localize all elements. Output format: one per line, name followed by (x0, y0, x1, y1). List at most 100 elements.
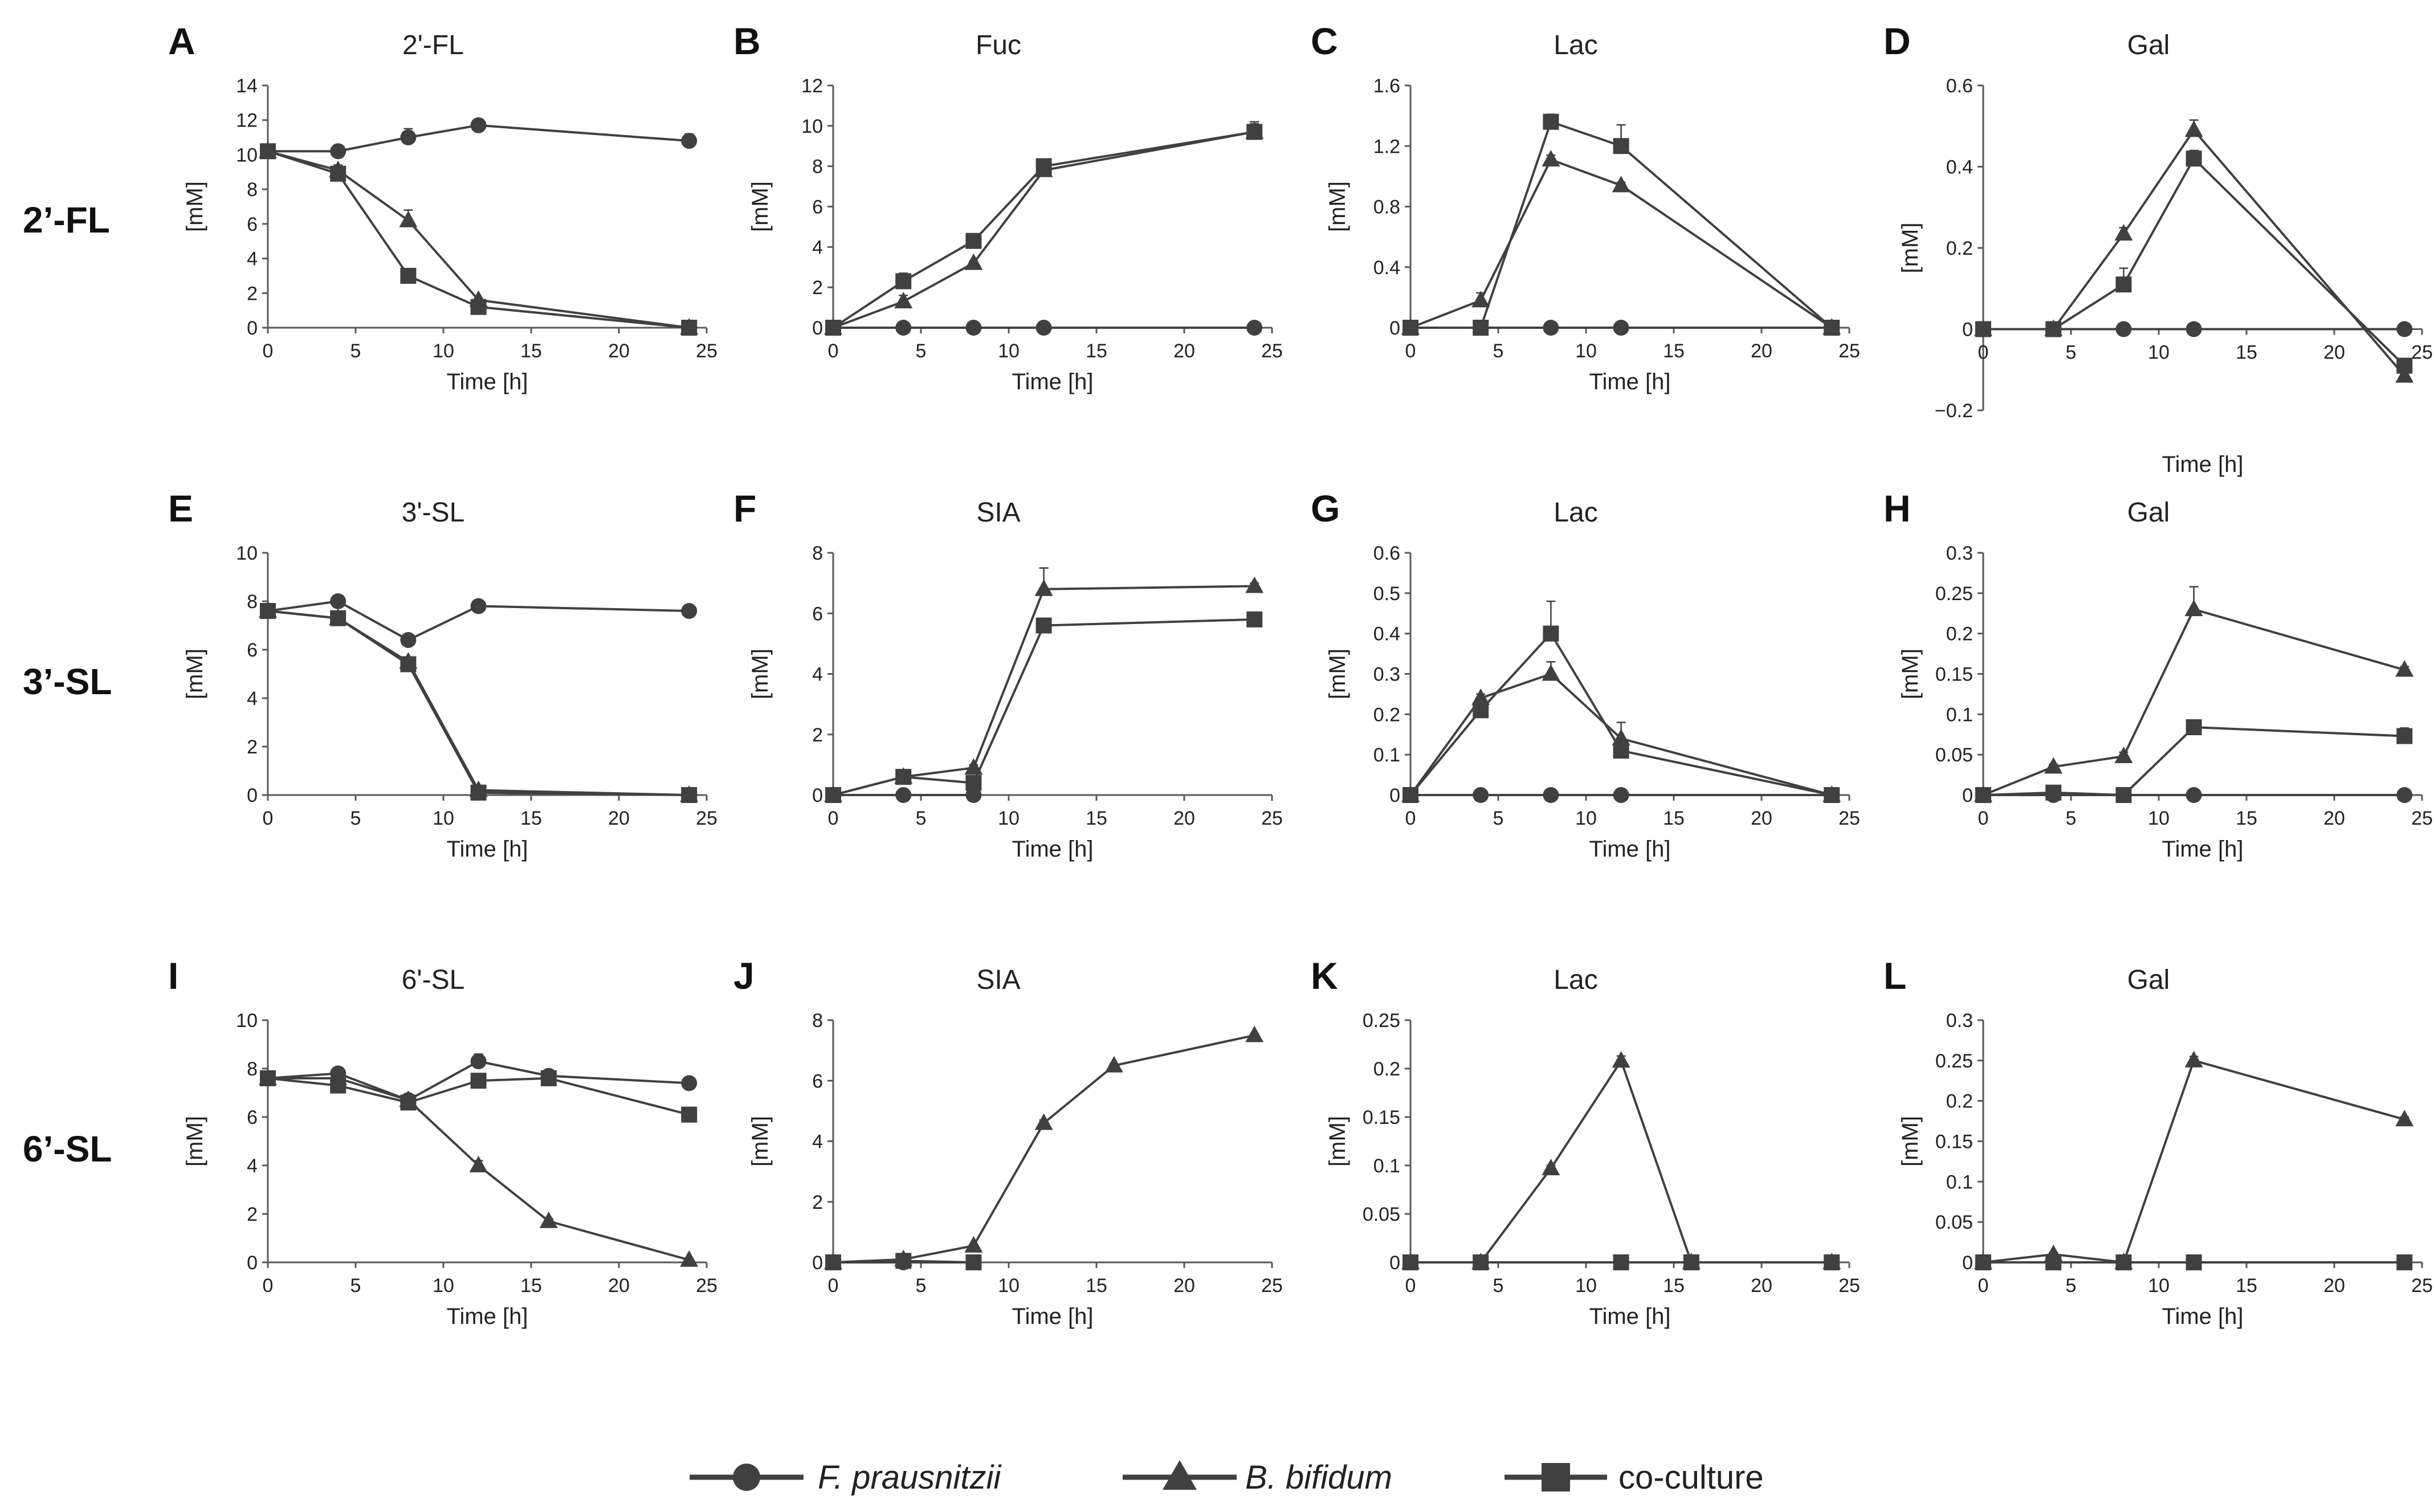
panel-c-x-axis-title: Time [h] (1589, 369, 1671, 394)
panel-e-x-tick-label: 5 (350, 808, 361, 829)
panel-c-y-tick-label: 1.2 (1373, 136, 1400, 157)
panel-j-series-line (833, 1034, 1255, 1264)
panel-a-y-tick-label: 14 (236, 75, 258, 97)
panel-g-x-axis-title: Time [h] (1589, 837, 1671, 862)
panel-l-point-square (2396, 1254, 2413, 1270)
panel-b-x-tick-label: 0 (828, 340, 839, 362)
panel-f-point-circle (965, 787, 982, 803)
panel-g-x-tick-label: 25 (1838, 808, 1860, 829)
panel-d-y-tick-label: 0.4 (1946, 157, 1973, 178)
panel-h-point-triangle (2395, 660, 2414, 677)
panel-d-y-axis-title: [mM] (1898, 223, 1923, 274)
panel-i-x-tick-label: 0 (263, 1275, 274, 1297)
panel-k-series-co-culture (1402, 1254, 1840, 1270)
legend-item-co-culture: co-culture (1505, 1459, 1764, 1496)
panel-h-x-tick-label: 5 (2066, 808, 2077, 829)
panel-d-point-circle (2186, 321, 2202, 337)
panel-h-y-tick-label: 0.15 (1935, 664, 1973, 686)
panel-e-y-tick-label: 8 (247, 591, 258, 613)
panel-e-point-circle (400, 632, 417, 648)
panel-h-x-tick-label: 15 (2236, 808, 2257, 829)
panel-k-x-tick-label: 25 (1838, 1275, 1860, 1297)
panel-d-point-triangle (2395, 366, 2414, 383)
panel-c-point-circle (1613, 320, 1629, 336)
panel-i-series-co-culture (260, 1070, 698, 1123)
panel-h-point-triangle (2114, 747, 2133, 763)
panel-i-x-tick-label: 5 (350, 1275, 361, 1297)
panel-e-point-square (400, 656, 417, 673)
panel-h-series-co-culture (1975, 719, 2413, 803)
panel-d: D Gal −0.2 0 0.2 0.4 0.6 0 5 10 15 20 25 Time [h] [mM] (1883, 20, 2433, 477)
panel-h-point-square (2186, 719, 2202, 735)
panel-g-x-tick-label: 0 (1405, 808, 1416, 829)
panel-g-point-square (1473, 702, 1489, 719)
panel-i-y-tick-label: 2 (247, 1204, 258, 1225)
panel-b-y-tick-label: 0 (812, 317, 823, 339)
panel-e-y-tick-label: 0 (247, 785, 258, 806)
panel-i-point-square (540, 1070, 557, 1086)
panel-f-y-tick-label: 0 (812, 785, 823, 806)
panel-i-point-square (681, 1106, 698, 1123)
panel-j-point-triangle (964, 1236, 983, 1253)
panel-i-point-triangle (469, 1156, 488, 1172)
panel-a-y-axis-title: [mM] (182, 181, 207, 232)
panel-a-y-tick-label: 2 (247, 283, 258, 304)
panel-b-point-circle (1246, 320, 1263, 336)
panel-c-y-axis-title: [mM] (1325, 181, 1350, 232)
panel-b-point-circle (1035, 320, 1052, 336)
panel-d-point-circle (2396, 321, 2413, 337)
panel-e-x-tick-label: 10 (433, 808, 454, 829)
panel-e-title: 3'-SL (402, 498, 465, 528)
panel-g-letter: G (1311, 487, 1340, 529)
panel-g-y-tick-label: 0.3 (1373, 664, 1400, 686)
panel-k-point-square (1402, 1254, 1418, 1270)
panel-a-x-tick-label: 20 (608, 340, 630, 362)
panel-k-point-triangle (1542, 1159, 1560, 1176)
panel-g: G Lac 0 0.1 0.2 0.3 0.4 0.5 0.6 0 5 10 15 20 25 Time [h… (1311, 487, 1860, 862)
panel-b-point-circle (895, 320, 912, 336)
panel-b-y-tick-label: 6 (812, 197, 823, 218)
panel-f-point-square (1246, 611, 1263, 627)
panel-a-point-triangle (399, 210, 418, 227)
panel-f-x-tick-label: 15 (1086, 808, 1107, 829)
panel-g-point-circle (1543, 787, 1559, 803)
panel-h-point-triangle (2184, 600, 2203, 617)
panel-b-point-triangle (894, 291, 913, 308)
legend-marker-circle (733, 1464, 760, 1491)
panel-a-point-circle (470, 117, 487, 133)
panel-i-point-square (260, 1070, 276, 1086)
panel-a-point-circle (400, 129, 417, 146)
panel-a-x-tick-label: 10 (433, 340, 454, 362)
panel-c-title: Lac (1554, 30, 1597, 60)
panel-e-series-co-culture (260, 603, 698, 803)
panel-e-point-square (470, 784, 487, 801)
panel-d-y-tick-label: 0 (1962, 319, 1973, 341)
panel-d-x-tick-label: 10 (2148, 342, 2170, 364)
panel-h-point-square (2115, 787, 2132, 803)
panel-e-x-tick-label: 25 (696, 808, 717, 829)
panel-l-x-axis-title: Time [h] (2162, 1304, 2244, 1329)
panel-l-point-square (2186, 1254, 2202, 1270)
panel-k-x-axis-title: Time [h] (1589, 1304, 1671, 1329)
panel-k-title: Lac (1554, 965, 1597, 995)
panel-h-point-circle (2186, 787, 2202, 803)
panel-j-title: SIA (976, 965, 1020, 995)
panel-b-y-tick-label: 2 (812, 277, 823, 299)
panel-k-x-tick-label: 15 (1663, 1275, 1685, 1297)
row-label-2fl: 2’-FL (23, 199, 110, 241)
panel-i-y-axis-title: [mM] (182, 1116, 207, 1167)
legend-item-b-bifidum: B. bifidum (1123, 1459, 1392, 1496)
panel-h-point-square (2396, 728, 2413, 744)
panel-f-point-square (895, 769, 912, 785)
panel-f-y-tick-label: 2 (812, 724, 823, 746)
panel-d-title: Gal (2127, 30, 2170, 60)
panel-g-title: Lac (1554, 498, 1597, 528)
panel-a-title: 2'-FL (402, 30, 464, 60)
panel-c-x-tick-label: 20 (1751, 340, 1772, 362)
panel-g-y-tick-label: 0.2 (1373, 704, 1400, 726)
panel-b-x-tick-label: 25 (1261, 340, 1283, 362)
panel-k-y-axis-title: [mM] (1325, 1116, 1350, 1167)
legend-label-b-bifidum: B. bifidum (1245, 1459, 1392, 1496)
panel-e-x-axis-title: Time [h] (447, 837, 528, 862)
